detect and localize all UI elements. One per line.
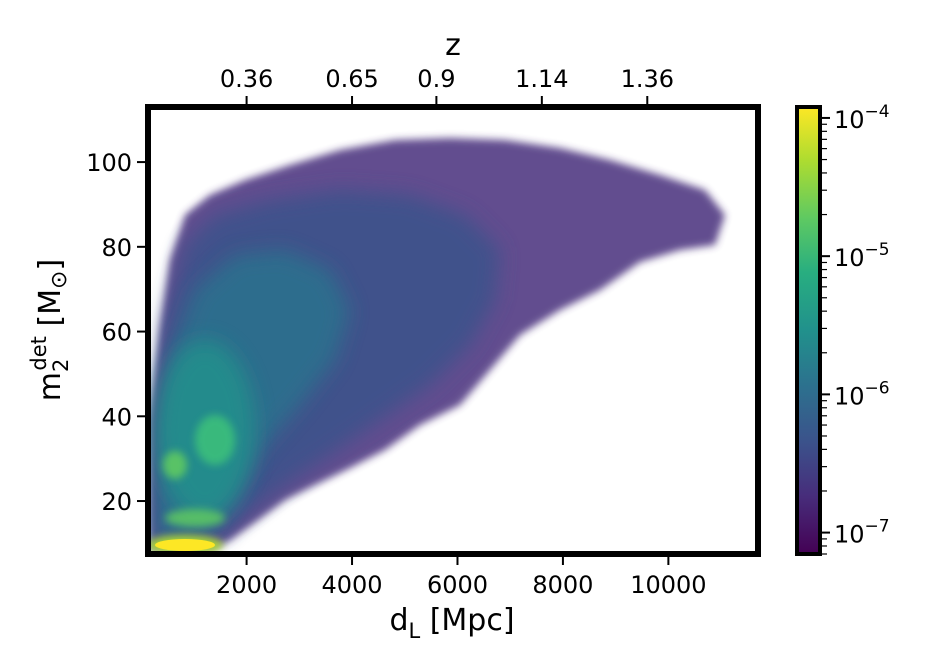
x-tick-label: 2000: [216, 571, 277, 599]
density-blob-low: [165, 509, 225, 527]
y-axis: 20 40 60 80 100: [86, 149, 145, 516]
x-tick-label: 10000: [630, 571, 706, 599]
top-tick-label: 0.36: [220, 65, 273, 93]
top-axis-label: z: [445, 28, 461, 63]
top-tick-label: 0.65: [325, 65, 378, 93]
density-blob-mid: [195, 415, 235, 465]
y-tick-label: 100: [86, 149, 132, 177]
density-blob-left: [163, 451, 187, 479]
colorbar-ticks: 10−7 10−6 10−5 10−4: [822, 102, 890, 555]
colorbar-gradient: [795, 105, 822, 556]
y-axis-label: m2det [M⊙]: [27, 259, 73, 401]
x-axis-label: dL [Mpc]: [389, 603, 514, 643]
x-tick-label: 4000: [321, 571, 382, 599]
y-tick-label: 80: [101, 234, 132, 262]
colorbar-tick-label: 10−4: [834, 102, 890, 134]
density-peak: [155, 539, 215, 551]
y-tick-label: 40: [101, 403, 132, 431]
y-tick-label: 60: [101, 319, 132, 347]
top-tick-label: 1.36: [621, 65, 674, 93]
top-tick-label: 0.9: [417, 65, 455, 93]
x-tick-label: 6000: [427, 571, 488, 599]
x-tick-label: 8000: [532, 571, 593, 599]
colorbar-tick-label: 10−5: [834, 240, 890, 272]
x-axis: 2000 4000 6000 8000 10000: [216, 557, 707, 599]
colorbar-tick-label: 10−6: [834, 378, 890, 410]
colorbar-tick-label: 10−7: [834, 517, 890, 549]
density-map: [148, 138, 725, 554]
plot-frame: [145, 104, 761, 557]
top-z-axis: 0.36 0.65 0.9 1.14 1.36: [220, 65, 674, 104]
top-tick-label: 1.14: [515, 65, 568, 93]
y-tick-label: 20: [101, 488, 132, 516]
